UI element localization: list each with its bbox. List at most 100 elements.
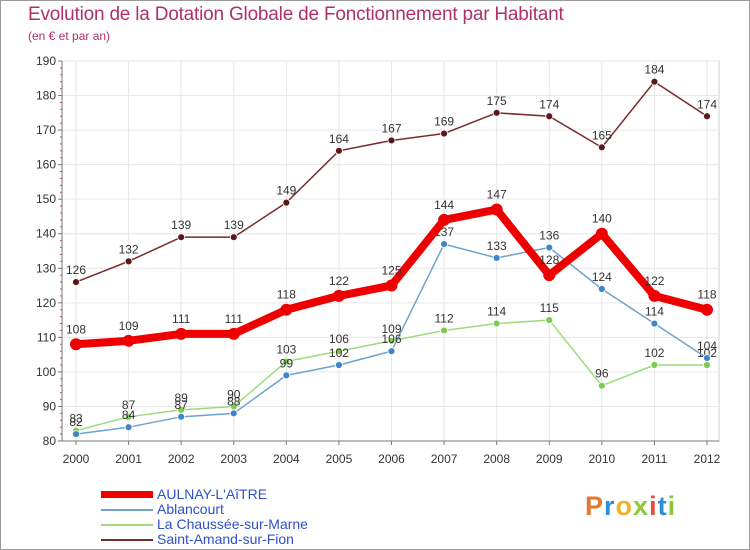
legend-swatch-la-chaussee: [101, 524, 153, 526]
data-label-la-chauss-e-sur-marne: 115: [540, 301, 559, 315]
data-label-ablancourt: 82: [69, 415, 83, 429]
proxiti-logo: Proxiti: [585, 491, 676, 522]
data-label-saint-amand-sur-fion: 169: [434, 115, 454, 129]
data-label-saint-amand-sur-fion: 174: [697, 97, 717, 111]
data-label-ablancourt: 99: [280, 356, 294, 370]
data-label-saint-amand-sur-fion: 149: [276, 184, 296, 198]
data-label-ablancourt: 104: [697, 339, 717, 353]
data-point-saint-amand-sur-fion: [335, 146, 343, 155]
data-point-ablancourt: [387, 347, 396, 356]
data-point-saint-amand-sur-fion: [387, 136, 396, 145]
data-point-aulnay-l-a-tre: [122, 334, 135, 347]
data-label-aulnay-l-a-tre: 144: [434, 198, 454, 212]
data-label-aulnay-l-a-tre: 147: [487, 188, 507, 202]
data-point-aulnay-l-a-tre: [280, 303, 293, 316]
chart-subtitle: (en € et par an): [28, 29, 111, 43]
data-point-la-chauss-e-sur-marne: [124, 412, 133, 421]
y-tick-label: 120: [36, 296, 56, 310]
x-tick-label: 2006: [378, 452, 405, 466]
data-label-ablancourt: 88: [227, 394, 241, 408]
chart-title: Evolution de la Dotation Globale de Fonc…: [28, 4, 564, 25]
y-tick-label: 170: [36, 123, 56, 137]
data-point-la-chauss-e-sur-marne: [545, 316, 554, 324]
y-tick-label: 150: [36, 192, 56, 206]
legend-swatch-ablancourt: [101, 509, 153, 511]
data-point-saint-amand-sur-fion: [545, 112, 554, 121]
data-point-aulnay-l-a-tre: [701, 303, 713, 316]
x-tick-label: 2005: [326, 452, 353, 466]
x-tick-label: 2002: [168, 452, 195, 466]
data-label-saint-amand-sur-fion: 126: [66, 263, 86, 277]
data-point-saint-amand-sur-fion: [650, 77, 659, 86]
data-point-ablancourt: [335, 361, 343, 369]
data-point-ablancourt: [703, 354, 711, 362]
data-point-saint-amand-sur-fion: [492, 108, 501, 117]
data-label-aulnay-l-a-tre: 111: [225, 312, 244, 326]
data-point-saint-amand-sur-fion: [703, 112, 711, 121]
data-point-aulnay-l-a-tre: [595, 227, 608, 240]
data-label-la-chauss-e-sur-marne: 103: [276, 343, 296, 357]
data-label-aulnay-l-a-tre: 140: [592, 212, 612, 226]
data-point-saint-amand-sur-fion: [440, 129, 448, 138]
x-tick-label: 2012: [694, 452, 721, 466]
x-tick-label: 2011: [642, 452, 668, 466]
x-tick-label: 2007: [431, 452, 458, 466]
legend-label-la-chaussee: La Chaussée-sur-Marne: [157, 516, 308, 532]
data-label-aulnay-l-a-tre: 118: [697, 288, 716, 302]
y-tick-label: 160: [36, 158, 56, 172]
data-point-aulnay-l-a-tre: [438, 213, 451, 226]
data-label-la-chauss-e-sur-marne: 109: [381, 322, 401, 336]
legend-swatch-aulnay: [101, 490, 153, 498]
data-label-ablancourt: 124: [592, 270, 612, 284]
plot-area: [61, 60, 720, 442]
data-point-ablancourt: [229, 409, 238, 418]
logo-letter: i: [667, 491, 677, 521]
data-point-ablancourt: [492, 254, 501, 262]
y-tick-label: 180: [36, 89, 56, 103]
data-label-saint-amand-sur-fion: 139: [224, 218, 244, 232]
data-label-aulnay-l-a-tre: 118: [277, 288, 296, 302]
data-label-ablancourt: 136: [539, 229, 559, 243]
data-point-aulnay-l-a-tre: [332, 289, 345, 302]
data-point-la-chauss-e-sur-marne: [492, 319, 501, 328]
data-point-la-chauss-e-sur-marne: [387, 336, 396, 345]
data-label-aulnay-l-a-tre: 109: [119, 319, 139, 333]
data-point-saint-amand-sur-fion: [124, 257, 133, 266]
data-point-ablancourt: [72, 430, 80, 438]
y-tick-label: 80: [43, 434, 57, 448]
data-label-saint-amand-sur-fion: 167: [381, 121, 401, 135]
x-tick-label: 2004: [273, 452, 300, 466]
data-label-la-chauss-e-sur-marne: 89: [174, 391, 188, 405]
logo-letter: P: [585, 491, 605, 521]
data-label-saint-amand-sur-fion: 139: [171, 218, 191, 232]
data-point-la-chauss-e-sur-marne: [597, 381, 606, 390]
data-label-ablancourt: 106: [381, 332, 401, 346]
data-label-saint-amand-sur-fion: 132: [119, 242, 139, 256]
data-point-ablancourt: [440, 240, 448, 248]
data-label-ablancourt: 87: [174, 398, 188, 412]
data-label-la-chauss-e-sur-marne: 106: [329, 332, 349, 346]
data-label-aulnay-l-a-tre: 122: [329, 274, 349, 288]
logo-letter: x: [633, 491, 650, 521]
data-label-la-chauss-e-sur-marne: 83: [69, 412, 83, 426]
data-point-ablancourt: [282, 371, 291, 380]
data-point-la-chauss-e-sur-marne: [650, 361, 659, 369]
y-tick-label: 110: [37, 330, 56, 344]
data-point-ablancourt: [124, 423, 133, 432]
y-tick-label: 190: [36, 54, 56, 68]
data-point-ablancourt: [650, 319, 659, 328]
data-point-saint-amand-sur-fion: [229, 233, 238, 242]
data-label-ablancourt: 114: [645, 305, 664, 319]
data-point-aulnay-l-a-tre: [227, 327, 240, 340]
data-point-la-chauss-e-sur-marne: [440, 326, 448, 335]
x-tick-label: 2008: [483, 452, 510, 466]
data-label-ablancourt: 84: [122, 408, 136, 422]
data-label-aulnay-l-a-tre: 128: [539, 253, 559, 267]
legend-label-aulnay: AULNAY-L'AîTRE: [157, 486, 268, 502]
logo-letter: t: [657, 491, 668, 521]
data-label-aulnay-l-a-tre: 108: [66, 322, 86, 336]
data-point-ablancourt: [545, 243, 554, 252]
data-label-saint-amand-sur-fion: 164: [329, 132, 349, 146]
data-point-aulnay-l-a-tre: [175, 327, 188, 340]
